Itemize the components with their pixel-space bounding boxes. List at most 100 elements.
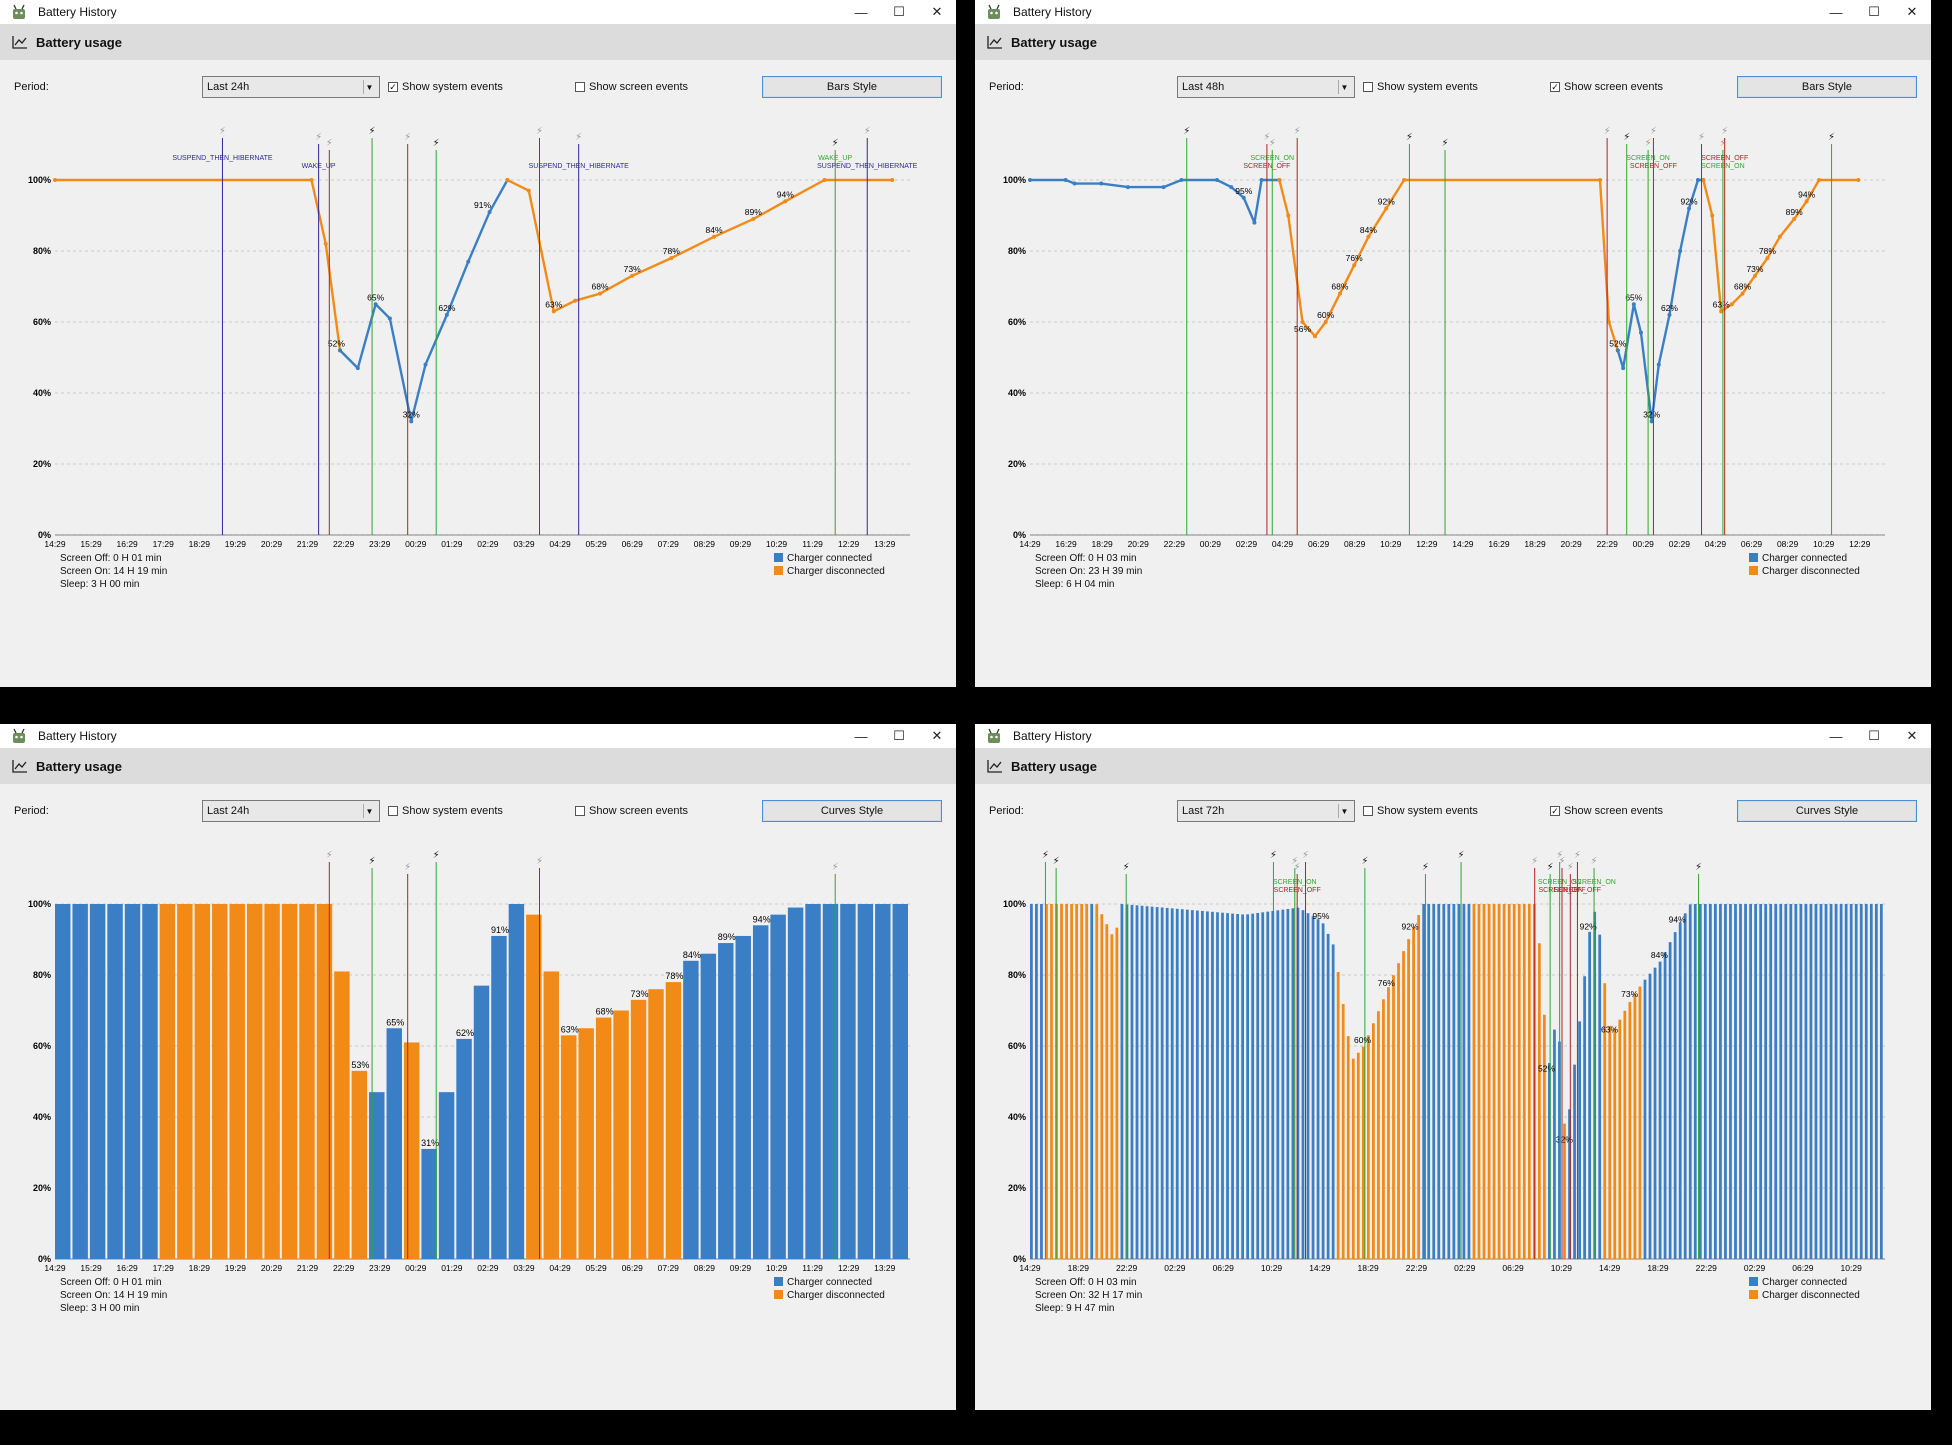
data-point bbox=[1606, 320, 1611, 324]
data-point bbox=[1384, 206, 1389, 211]
title-bar[interactable]: Battery History — ☐ ✕ bbox=[975, 0, 1931, 24]
period-select[interactable]: Last 72h ▼ bbox=[1177, 800, 1355, 822]
screen-events-checkbox[interactable]: ✓ Show screen events bbox=[1550, 800, 1663, 822]
style-toggle-button[interactable]: Bars Style bbox=[1737, 76, 1917, 98]
style-toggle-button[interactable]: Curves Style bbox=[762, 800, 942, 822]
x-tick-label: 02:29 bbox=[1236, 539, 1258, 549]
battery-bar bbox=[369, 1092, 385, 1259]
event-label: WAKE_UP bbox=[302, 163, 336, 170]
data-point bbox=[1125, 185, 1130, 190]
checkbox-box bbox=[575, 82, 585, 92]
y-tick-label: 0% bbox=[1013, 530, 1026, 540]
data-label: 52% bbox=[1538, 1063, 1555, 1073]
style-toggle-button[interactable]: Curves Style bbox=[1737, 800, 1917, 822]
battery-bar bbox=[1472, 904, 1476, 1259]
x-tick-label: 22:29 bbox=[1696, 1263, 1718, 1273]
minimize-icon[interactable]: — bbox=[854, 728, 868, 744]
page-title: Battery usage bbox=[1011, 758, 1097, 774]
battery-bar bbox=[1417, 915, 1421, 1259]
period-select[interactable]: Last 24h ▼ bbox=[202, 800, 380, 822]
battery-bar bbox=[1115, 927, 1119, 1259]
period-label: Period: bbox=[989, 81, 1024, 93]
screen-off-stat: Screen Off: 0 H 03 min bbox=[1035, 553, 1137, 564]
system-events-checkbox[interactable]: Show system events bbox=[388, 800, 503, 822]
system-events-checkbox[interactable]: ✓ Show system events bbox=[388, 76, 503, 98]
close-icon[interactable]: ✕ bbox=[931, 728, 943, 743]
data-label: 60% bbox=[1354, 1035, 1371, 1045]
title-bar[interactable]: Battery History — ☐ ✕ bbox=[0, 0, 956, 24]
battery-bar bbox=[1030, 904, 1033, 1259]
title-bar[interactable]: Battery History — ☐ ✕ bbox=[0, 724, 956, 748]
battery-bar bbox=[1794, 904, 1798, 1259]
unplug-icon: ⚡ bbox=[1269, 138, 1276, 149]
maximize-icon[interactable]: ☐ bbox=[893, 4, 905, 19]
data-label: 68% bbox=[1734, 282, 1751, 292]
data-point bbox=[1277, 178, 1282, 182]
android-robot-icon bbox=[988, 4, 1000, 19]
x-tick-label: 07:29 bbox=[658, 539, 680, 549]
battery-bar bbox=[1618, 1019, 1622, 1259]
screen-events-checkbox[interactable]: Show screen events bbox=[575, 76, 688, 98]
data-point bbox=[1649, 419, 1654, 424]
battery-bar bbox=[1311, 916, 1315, 1259]
data-label: 65% bbox=[386, 1017, 404, 1027]
battery-bar bbox=[1387, 987, 1390, 1259]
x-tick-label: 15:29 bbox=[80, 539, 102, 549]
data-label: 73% bbox=[631, 989, 649, 999]
period-select[interactable]: Last 48h ▼ bbox=[1177, 76, 1355, 98]
maximize-icon[interactable]: ☐ bbox=[893, 728, 905, 743]
series-line bbox=[1702, 178, 1859, 313]
minimize-icon[interactable]: — bbox=[1829, 728, 1843, 744]
event-label: SCREEN_OFF bbox=[1554, 887, 1601, 894]
battery-bar bbox=[1145, 906, 1149, 1259]
x-tick-label: 06:29 bbox=[1741, 539, 1763, 549]
battery-bar bbox=[1341, 1004, 1345, 1259]
period-select[interactable]: Last 24h ▼ bbox=[202, 76, 380, 98]
lightning-icon: ⚡ bbox=[1422, 862, 1429, 873]
style-toggle-button[interactable]: Bars Style bbox=[762, 76, 942, 98]
lightning-icon: ⚡ bbox=[1361, 856, 1368, 867]
battery-bar bbox=[1246, 914, 1250, 1259]
x-tick-label: 14:29 bbox=[1599, 1263, 1621, 1273]
x-tick-label: 01:29 bbox=[441, 539, 463, 549]
x-tick-label: 02:29 bbox=[1454, 1263, 1476, 1273]
battery-bar bbox=[1331, 944, 1335, 1259]
screen-events-checkbox[interactable]: Show screen events bbox=[575, 800, 688, 822]
y-tick-label: 80% bbox=[33, 970, 51, 980]
maximize-icon[interactable]: ☐ bbox=[1868, 4, 1880, 19]
controls-row: Period: Last 72h ▼ Show system events ✓ … bbox=[975, 800, 1931, 824]
close-icon[interactable]: ✕ bbox=[931, 4, 943, 19]
unplug-icon: ⚡ bbox=[1556, 850, 1563, 861]
y-tick-label: 80% bbox=[1008, 970, 1026, 980]
y-tick-label: 40% bbox=[33, 388, 51, 398]
battery-bar bbox=[1206, 911, 1209, 1259]
title-bar[interactable]: Battery History — ☐ ✕ bbox=[975, 724, 1931, 748]
x-tick-label: 18:29 bbox=[1092, 539, 1114, 549]
data-point bbox=[1063, 178, 1068, 182]
minimize-icon[interactable]: — bbox=[1829, 4, 1843, 20]
screen-events-label: Show screen events bbox=[589, 81, 689, 93]
battery-bar bbox=[1366, 1035, 1370, 1259]
system-events-checkbox[interactable]: Show system events bbox=[1363, 800, 1478, 822]
system-events-checkbox[interactable]: Show system events bbox=[1363, 76, 1478, 98]
close-icon[interactable]: ✕ bbox=[1906, 4, 1918, 19]
checkbox-box: ✓ bbox=[1550, 806, 1560, 816]
screen-events-checkbox[interactable]: ✓ Show screen events bbox=[1550, 76, 1663, 98]
minimize-icon[interactable]: — bbox=[854, 4, 868, 20]
maximize-icon[interactable]: ☐ bbox=[1868, 728, 1880, 743]
data-label: 78% bbox=[663, 246, 680, 256]
data-point bbox=[1804, 199, 1809, 204]
data-label: 73% bbox=[1621, 989, 1638, 999]
data-label: 78% bbox=[1759, 246, 1776, 256]
x-tick-label: 17:29 bbox=[153, 539, 175, 549]
x-tick-label: 12:29 bbox=[1416, 539, 1438, 549]
close-icon[interactable]: ✕ bbox=[1906, 728, 1918, 743]
y-tick-label: 60% bbox=[33, 1041, 51, 1051]
x-tick-label: 20:29 bbox=[1560, 539, 1582, 549]
data-label: 68% bbox=[596, 1007, 614, 1017]
event-label: SCREEN_ON bbox=[1538, 879, 1582, 886]
battery-bar bbox=[1100, 914, 1104, 1259]
legend-swatch bbox=[1749, 553, 1758, 562]
battery-window-1: Battery History — ☐ ✕ Battery usage Peri… bbox=[0, 0, 956, 687]
battery-bar bbox=[1774, 904, 1778, 1259]
